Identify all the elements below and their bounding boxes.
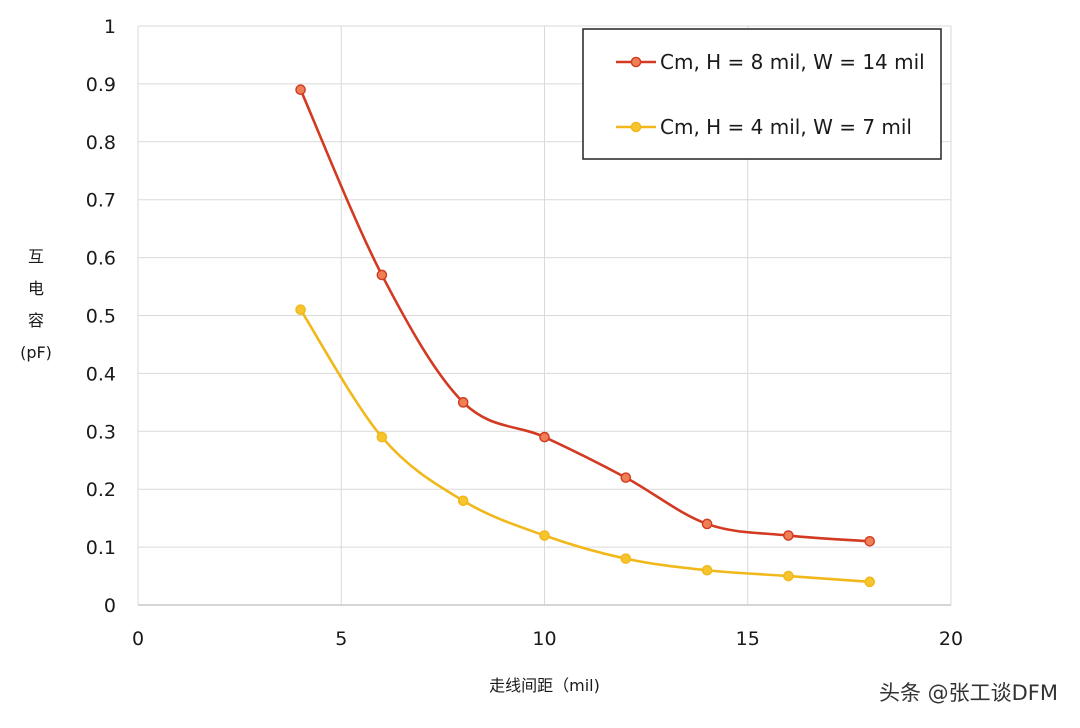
x-tick-label: 15 bbox=[736, 628, 760, 650]
data-point bbox=[783, 530, 794, 541]
series-2 bbox=[295, 304, 876, 588]
y-tick-label: 0 bbox=[104, 595, 116, 617]
data-point bbox=[457, 397, 469, 408]
data-point bbox=[457, 495, 469, 507]
series-line bbox=[299, 89, 870, 543]
legend-swatch-marker bbox=[630, 56, 642, 68]
y-tick-label: 0.5 bbox=[86, 306, 116, 328]
legend: Cm, H = 8 mil, W = 14 mil Cm, H = 4 mil, … bbox=[582, 28, 942, 160]
legend-item-1: Cm, H = 8 mil, W = 14 mil bbox=[616, 50, 925, 74]
y-tick-label: 0.6 bbox=[86, 248, 116, 270]
x-axis-label: 走线间距（mil) bbox=[489, 676, 600, 695]
legend-box bbox=[582, 28, 942, 160]
x-tick-label: 0 bbox=[132, 628, 144, 650]
axis-labels: 走线间距（mil) 互电容 (pF) bbox=[20, 247, 600, 695]
y-tick-label: 0.9 bbox=[86, 74, 116, 96]
data-point bbox=[783, 570, 794, 582]
series-line bbox=[299, 309, 870, 584]
series-1 bbox=[295, 84, 876, 547]
data-point bbox=[539, 530, 550, 541]
y-axis-label-line: (pF) bbox=[20, 343, 52, 362]
y-tick-label: 0.1 bbox=[86, 537, 116, 559]
legend-item-2: Cm, H = 4 mil, W = 7 mil bbox=[616, 115, 912, 139]
data-point bbox=[620, 553, 632, 564]
series-layer bbox=[295, 84, 876, 588]
data-point bbox=[701, 518, 713, 530]
data-point bbox=[701, 564, 713, 576]
grid bbox=[137, 25, 952, 606]
y-axis-label-line: 容 bbox=[28, 311, 44, 330]
y-tick-label: 0.2 bbox=[86, 479, 116, 501]
data-point bbox=[376, 431, 388, 443]
x-tick-label: 5 bbox=[335, 628, 347, 650]
x-tick-label: 20 bbox=[939, 628, 963, 650]
data-point bbox=[539, 431, 550, 443]
y-axis-label-line: 电 bbox=[28, 279, 44, 298]
data-point bbox=[864, 536, 876, 547]
y-tick-label: 0.4 bbox=[86, 363, 116, 385]
legend-label: Cm, H = 4 mil, W = 7 mil bbox=[660, 115, 912, 139]
data-point bbox=[620, 472, 632, 483]
data-point bbox=[864, 576, 876, 588]
legend-swatch-marker bbox=[630, 121, 642, 133]
watermark-text: 头条 @张工谈DFM bbox=[879, 681, 1058, 705]
y-tick-label: 0.3 bbox=[86, 421, 116, 443]
data-point bbox=[295, 304, 306, 316]
y-tick-label: 0.8 bbox=[86, 132, 116, 154]
x-tick-label: 10 bbox=[532, 628, 556, 650]
y-tick-label: 1 bbox=[104, 16, 116, 38]
data-point bbox=[295, 84, 306, 95]
y-axis-label-line: 互 bbox=[28, 247, 44, 266]
legend-label: Cm, H = 8 mil, W = 14 mil bbox=[660, 50, 925, 74]
y-tick-label: 0.7 bbox=[86, 190, 116, 212]
data-point bbox=[376, 269, 388, 281]
axes: 00.10.20.30.40.50.60.70.80.910 5 10 15 20 bbox=[86, 16, 963, 650]
